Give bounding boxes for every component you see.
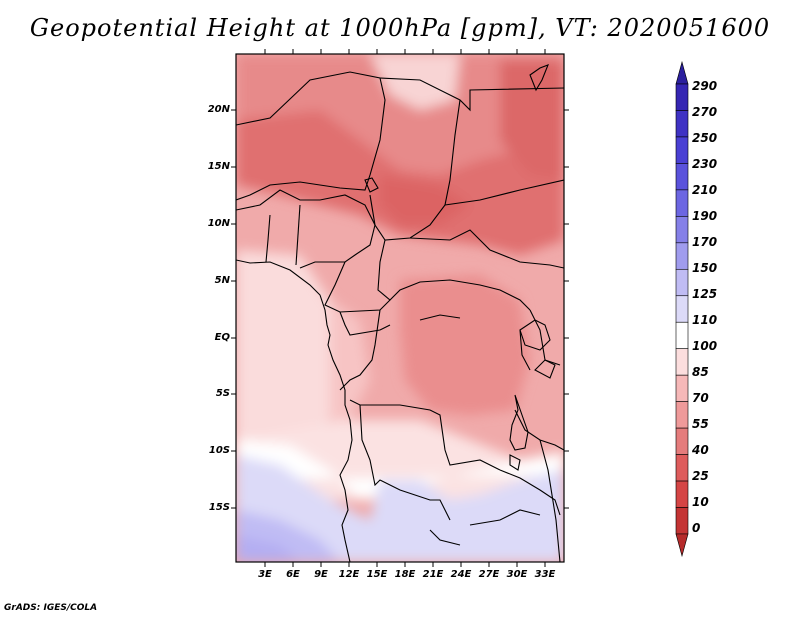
map-field xyxy=(236,54,564,562)
colorbar-label: 40 xyxy=(692,443,709,457)
colorbar-label: 125 xyxy=(692,287,718,301)
lon-label-3e: 3E xyxy=(258,569,272,580)
colorbar-swatch xyxy=(675,454,689,482)
lat-label-5s: 5S xyxy=(215,388,230,399)
footer-credit: GrADS: IGES/COLA xyxy=(4,603,98,613)
colorbar-swatch xyxy=(675,348,689,376)
colorbar-swatch xyxy=(675,268,689,297)
colorbar-swatch xyxy=(675,189,689,217)
coastlines xyxy=(236,64,561,562)
colorbar-label: 230 xyxy=(692,157,718,171)
colorbar-label: 55 xyxy=(692,417,709,431)
colorbar-swatch xyxy=(675,136,689,164)
colorbar-top-arrow xyxy=(675,60,689,85)
lon-label-21e: 21E xyxy=(422,569,444,580)
lon-label-12e: 12E xyxy=(338,569,360,580)
lat-label-5n: 5N xyxy=(214,275,230,286)
map-title: Geopotential Height at 1000hPa [gpm], VT… xyxy=(29,14,771,42)
colorbar-label: 190 xyxy=(692,209,718,223)
lon-label-15e: 15E xyxy=(366,569,388,580)
axis-ticks xyxy=(231,49,569,567)
colorbar-swatch xyxy=(675,216,689,244)
colorbar-label: 10 xyxy=(692,495,709,509)
colorbar-swatch xyxy=(675,374,689,402)
colorbar-label: 150 xyxy=(692,261,718,275)
colorbar-label: 70 xyxy=(692,391,709,405)
colorbar-swatch xyxy=(675,401,689,429)
colorbar-swatch xyxy=(675,83,689,111)
colorbar-swatch xyxy=(675,507,689,535)
colorbar-swatch xyxy=(675,242,689,270)
colorbar-swatch xyxy=(675,110,689,138)
colorbar xyxy=(675,60,689,558)
map-frame xyxy=(235,53,565,563)
lat-label-20n: 20N xyxy=(207,104,230,115)
colorbar-label: 100 xyxy=(692,339,718,353)
lat-label-15n: 15N xyxy=(207,161,230,172)
lon-label-24e: 24E xyxy=(450,569,472,580)
colorbar-label: 25 xyxy=(692,469,709,483)
colorbar-label: 110 xyxy=(692,313,718,327)
colorbar-label: 170 xyxy=(692,235,718,249)
colorbar-label: 0 xyxy=(692,521,701,535)
colorbar-label: 290 xyxy=(692,79,718,93)
colorbar-swatch xyxy=(675,480,689,508)
lon-label-33e: 33E xyxy=(534,569,556,580)
colorbar-swatch xyxy=(675,295,689,323)
lat-label-10s: 10S xyxy=(208,445,230,456)
colorbar-swatch xyxy=(675,163,689,191)
colorbar-label: 210 xyxy=(692,183,718,197)
colorbar-label: 270 xyxy=(692,105,718,119)
lon-label-30e: 30E xyxy=(506,569,528,580)
lon-label-18e: 18E xyxy=(394,569,416,580)
colorbar-bottom-arrow xyxy=(675,533,689,558)
colorbar-swatch xyxy=(675,321,689,350)
lat-label-eq: EQ xyxy=(214,332,230,343)
colorbar-label: 250 xyxy=(692,131,718,145)
lon-label-6e: 6E xyxy=(286,569,300,580)
colorbar-label: 85 xyxy=(692,365,709,379)
lat-label-10n: 10N xyxy=(207,218,230,229)
lon-label-9e: 9E xyxy=(314,569,328,580)
lon-label-27e: 27E xyxy=(478,569,500,580)
colorbar-swatch xyxy=(675,427,689,455)
lat-label-15s: 15S xyxy=(208,502,230,513)
